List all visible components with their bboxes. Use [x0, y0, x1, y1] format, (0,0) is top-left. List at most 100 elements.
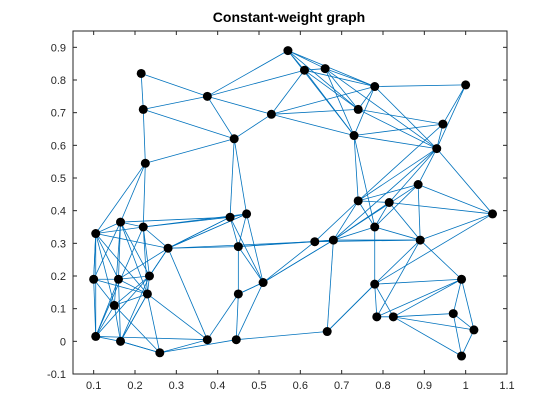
graph-node [138, 104, 148, 114]
graph-node [144, 271, 154, 281]
graph-edge [354, 123, 443, 136]
graph-edge [114, 275, 150, 306]
y-tick-label: 0 [60, 336, 66, 348]
graph-node [202, 91, 212, 101]
graph-edge [287, 50, 359, 110]
graph-edge [93, 279, 115, 306]
y-tick-label: 0.5 [51, 173, 66, 185]
y-tick-label: 0.3 [51, 238, 66, 250]
x-tick-label: 0.8 [375, 380, 390, 392]
graph-edge [229, 217, 264, 283]
graph-node [136, 68, 146, 78]
graph-edge [120, 163, 146, 223]
graph-edge [388, 148, 438, 203]
graph-edge [246, 213, 264, 283]
graph-edge [142, 109, 146, 164]
graph-edge [149, 248, 169, 277]
graph-edge [374, 84, 466, 87]
graph-edge [120, 275, 150, 342]
graph-edge [235, 293, 239, 340]
graph-edge [141, 73, 208, 97]
graph-node [299, 65, 309, 75]
graph-edge [237, 213, 247, 247]
graph-edge [143, 226, 169, 249]
graph-edge [118, 275, 150, 280]
graph-edge [159, 339, 237, 354]
graph-edge [461, 329, 475, 357]
graph-edge [207, 69, 305, 97]
graph-node [233, 289, 243, 299]
graph-edge [357, 86, 376, 110]
plot-area: 0.1 0.2 0.3 0.4 0.5 0.6 0.7 0.8 0.9 1 1.1 -0.1 0 0.1… [47, 30, 515, 392]
graph-node [231, 335, 241, 345]
graph-edge [374, 184, 419, 228]
graph-node [138, 222, 148, 232]
graph-node [469, 325, 479, 335]
graph-edge [374, 239, 421, 285]
y-tick-label: 0.1 [51, 304, 66, 316]
graph-edge [120, 340, 160, 354]
graph-edge [324, 68, 355, 136]
graph-edge [207, 50, 289, 97]
graph-edge [238, 282, 264, 295]
graph-edge [271, 113, 355, 136]
graph-node [266, 109, 276, 119]
graph-edge [95, 233, 169, 249]
graph-edge [374, 226, 421, 241]
graph-node [322, 327, 332, 337]
graph-node [258, 278, 268, 288]
graph-node [163, 243, 173, 253]
graph-edge [354, 135, 437, 149]
graph-edge [93, 279, 97, 337]
graph-edge [333, 200, 359, 241]
graph-edge [142, 226, 148, 294]
graph-edge [374, 202, 390, 228]
graph-edge [114, 293, 148, 306]
graph-edge [419, 239, 462, 280]
graph-edge [95, 163, 146, 234]
graph-edge [357, 148, 437, 202]
graph-node [91, 229, 101, 239]
graph-edge [326, 240, 334, 332]
graph-node [448, 309, 458, 319]
graph-node [413, 180, 423, 190]
y-tick-label: 0.8 [51, 75, 66, 87]
graph-edge [271, 86, 375, 115]
graph-edge [236, 331, 328, 341]
graph-edge [262, 239, 334, 283]
graph-edge [229, 217, 239, 247]
graph-node [233, 242, 243, 252]
node-group [89, 46, 498, 361]
graph-edge [95, 233, 148, 295]
graph-edge [333, 202, 390, 241]
graph-edge [388, 202, 421, 241]
graph-edge [353, 135, 359, 201]
graph-edge [357, 123, 444, 202]
graph-node [116, 217, 126, 227]
graph-edge [353, 135, 376, 228]
graph-edge [229, 138, 235, 218]
graph-edge [207, 293, 239, 340]
graph-node [370, 82, 380, 92]
graph-edge [417, 184, 493, 215]
graph-edge [287, 50, 375, 87]
graph-node [116, 336, 126, 346]
graph-edge [393, 278, 462, 318]
graph-edge [452, 313, 462, 357]
graph-edge [324, 68, 359, 110]
graph-edge [113, 305, 121, 342]
graph-node [353, 104, 363, 114]
graph-edge [442, 84, 467, 125]
graph-edge [95, 233, 119, 280]
graph-node [89, 274, 99, 284]
graph-node [370, 222, 380, 232]
y-tick-label: 0.6 [51, 140, 66, 152]
graph-edge [358, 184, 419, 202]
graph-node [229, 134, 239, 144]
graph-node [457, 351, 467, 361]
x-tick-label: 0.7 [334, 380, 349, 392]
x-tick-label: 0.1 [86, 380, 101, 392]
graph-node [140, 158, 150, 168]
graph-edge [452, 279, 462, 314]
